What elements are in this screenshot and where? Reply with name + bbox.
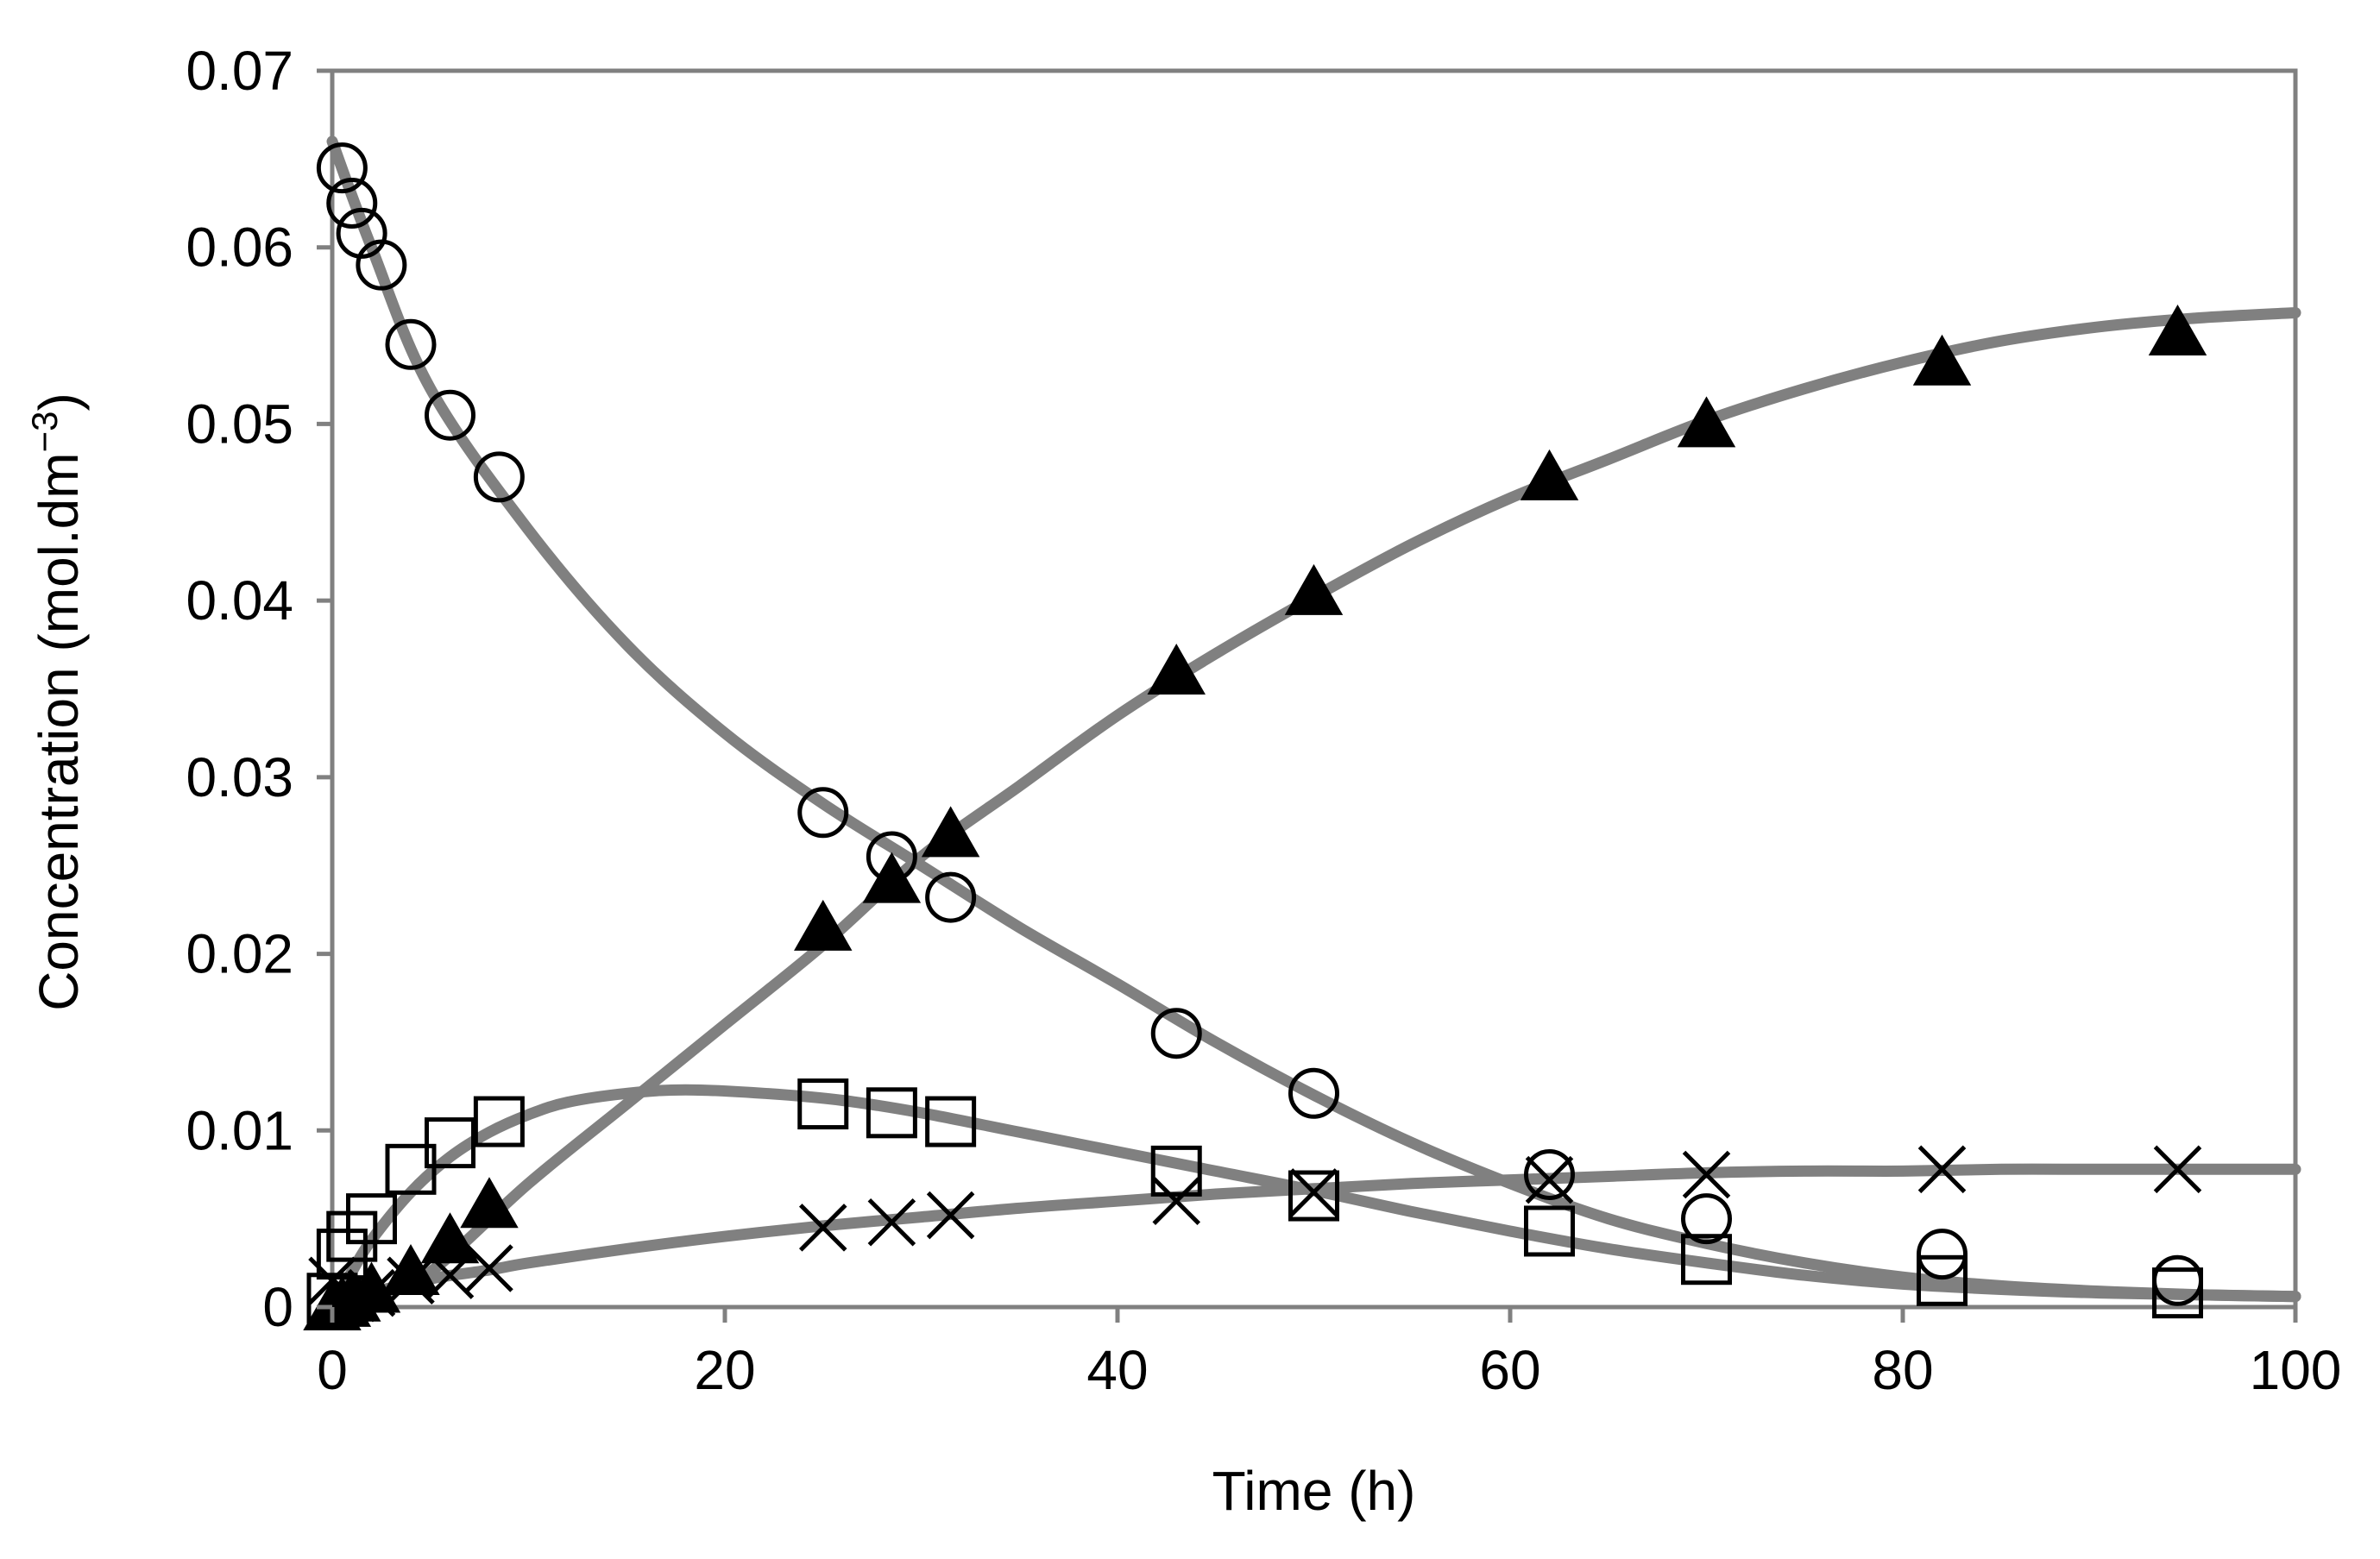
data-point-cross	[1682, 1150, 1731, 1199]
data-point-circle	[473, 451, 525, 503]
data-point-cross	[1917, 1145, 1967, 1194]
data-point-cross	[1525, 1155, 1574, 1204]
data-point-cross	[425, 1251, 475, 1299]
data-point-triangle	[2148, 304, 2207, 355]
data-point-cross	[387, 1256, 435, 1305]
x-tick-label: 0	[317, 1339, 348, 1401]
data-point-triangle	[1147, 644, 1206, 695]
data-point-triangle	[381, 1244, 440, 1296]
data-point-circle	[1288, 1067, 1339, 1119]
data-point-circle	[797, 787, 849, 839]
data-point-cross	[798, 1204, 847, 1252]
x-tick-label: 100	[2250, 1339, 2342, 1401]
plot-area-frame	[330, 68, 2298, 1310]
data-point-cross	[926, 1191, 975, 1240]
data-point-square	[797, 1078, 849, 1130]
data-point-triangle	[1912, 334, 1972, 386]
data-point-square	[385, 1143, 437, 1195]
data-point-triangle	[1520, 449, 1579, 500]
data-point-triangle	[1677, 396, 1736, 448]
data-point-circle	[1917, 1229, 1968, 1280]
data-point-square	[1288, 1170, 1339, 1222]
data-point-circle	[1150, 1008, 1202, 1059]
data-point-square	[925, 1096, 977, 1147]
x-tick-label: 20	[694, 1339, 755, 1401]
data-point-cross	[867, 1198, 916, 1247]
data-point-cross	[327, 1273, 376, 1323]
data-point-triangle	[420, 1212, 480, 1264]
data-point-cross	[347, 1268, 396, 1317]
data-point-circle	[1681, 1193, 1732, 1245]
y-tick-label: 0.03	[186, 746, 293, 808]
data-point-square	[1524, 1205, 1575, 1257]
data-point-circle	[356, 239, 407, 291]
x-tick-label: 40	[1086, 1339, 1148, 1401]
data-point-square	[866, 1087, 917, 1139]
data-point-square	[1150, 1145, 1202, 1197]
y-tick-label: 0	[262, 1276, 293, 1338]
x-tick-label: 80	[1872, 1339, 1933, 1401]
data-point-circle	[925, 871, 977, 923]
data-point-triangle	[921, 806, 980, 858]
x-tick-label: 60	[1479, 1339, 1540, 1401]
data-point-triangle	[862, 852, 922, 903]
markers-layer	[303, 142, 2207, 1330]
y-tick-label: 0.01	[186, 1099, 293, 1161]
data-point-triangle	[460, 1177, 519, 1229]
data-point-triangle	[794, 899, 853, 951]
fit-curve-squares-fit	[326, 1084, 2301, 1313]
data-point-circle	[425, 389, 475, 441]
fit-curve-crosses-fit	[326, 1163, 2301, 1313]
data-point-cross	[1152, 1177, 1201, 1225]
y-tick-label: 0.04	[186, 569, 293, 632]
data-point-cross	[1289, 1168, 1338, 1216]
data-point-circle	[385, 318, 437, 370]
data-point-cross	[2153, 1145, 2202, 1194]
y-tick-label: 0.05	[186, 393, 293, 455]
data-point-square	[425, 1117, 475, 1169]
y-axis-title: Concentration (mol.dm−3)	[24, 393, 90, 1011]
y-axis-title-superscript: −3	[24, 412, 65, 453]
data-point-circle	[316, 142, 368, 194]
y-tick-label: 0.06	[186, 217, 293, 279]
data-point-square	[1681, 1234, 1732, 1286]
data-point-square	[473, 1096, 525, 1147]
data-point-circle	[326, 178, 378, 229]
data-point-cross	[465, 1244, 513, 1292]
data-point-square	[346, 1193, 397, 1245]
axes-layer: 0 20 40 60 80 100 0 0.01 0.02 0.03 0.04 0.05 0.06 0.0…	[186, 40, 2341, 1401]
data-point-square	[1917, 1254, 1968, 1306]
y-tick-label: 0.07	[186, 40, 293, 102]
data-point-circle	[1524, 1148, 1575, 1200]
y-axis-title-main: Concentration (mol.dm	[28, 452, 90, 1010]
data-point-square	[316, 1229, 368, 1280]
y-tick-label: 0.02	[186, 923, 293, 985]
y-axis-title-close: )	[28, 393, 90, 411]
data-point-square	[2152, 1267, 2203, 1319]
x-axis-title: Time (h)	[1212, 1460, 1416, 1522]
data-point-triangle	[1284, 563, 1344, 615]
